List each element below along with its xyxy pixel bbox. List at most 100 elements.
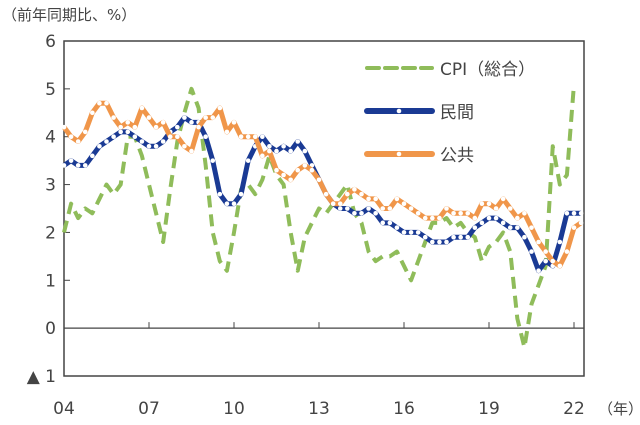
- data-point: [522, 210, 527, 216]
- data-point: [260, 153, 265, 159]
- data-point: [515, 215, 520, 221]
- data-point: [274, 167, 279, 173]
- data-point: [196, 124, 201, 130]
- data-point: [578, 210, 584, 216]
- data-point: [146, 143, 152, 149]
- legend-label: 公共: [440, 146, 474, 166]
- data-point: [75, 163, 81, 168]
- data-point: [288, 148, 293, 154]
- data-point: [104, 100, 109, 106]
- data-point: [394, 225, 400, 230]
- data-point: [203, 115, 208, 120]
- data-point: [479, 220, 485, 226]
- data-point: [500, 220, 506, 226]
- data-point: [210, 115, 216, 120]
- data-point: [189, 148, 194, 154]
- data-point: [536, 239, 541, 245]
- data-point: [146, 115, 152, 120]
- data-point: [437, 239, 442, 245]
- data-point: [182, 115, 187, 120]
- legend-marker: [396, 108, 402, 114]
- data-point: [366, 206, 371, 211]
- data-point: [451, 234, 456, 240]
- data-point: [330, 201, 336, 207]
- data-point: [465, 234, 471, 240]
- data-point: [557, 239, 563, 245]
- data-point: [451, 210, 456, 216]
- data-point: [224, 129, 230, 135]
- data-point: [493, 215, 499, 221]
- data-point: [564, 249, 570, 254]
- x-tick-label: 19: [478, 399, 500, 419]
- data-point: [175, 124, 180, 130]
- data-point: [224, 201, 230, 207]
- data-point: [373, 196, 378, 202]
- data-point: [387, 206, 393, 211]
- data-point: [132, 124, 138, 130]
- data-point: [238, 134, 244, 140]
- data-point: [422, 215, 428, 221]
- data-point: [430, 215, 435, 221]
- legend-marker: [396, 151, 402, 157]
- y-tick-label: 0: [45, 319, 56, 339]
- data-point: [68, 134, 74, 140]
- data-point: [267, 143, 272, 149]
- data-point: [75, 139, 81, 144]
- data-point: [160, 120, 166, 125]
- data-point: [529, 249, 534, 254]
- data-point: [281, 143, 286, 149]
- data-point: [61, 124, 67, 130]
- y-tick-label: 1: [45, 271, 56, 291]
- series-line-0: [62, 83, 576, 350]
- data-point: [309, 167, 315, 173]
- data-point: [61, 163, 67, 168]
- data-point: [267, 148, 272, 154]
- data-point: [118, 129, 123, 135]
- data-point: [139, 139, 145, 144]
- data-point: [571, 225, 577, 230]
- data-point: [472, 225, 478, 230]
- x-tick-label: 04: [53, 399, 75, 419]
- data-point: [564, 210, 570, 216]
- data-point: [543, 249, 548, 254]
- y-tick-label: 2: [45, 223, 56, 243]
- data-point: [82, 129, 88, 135]
- data-point: [139, 105, 145, 111]
- data-point: [401, 201, 407, 207]
- data-point: [352, 210, 357, 216]
- data-point: [203, 134, 208, 140]
- data-point: [437, 215, 442, 221]
- data-point: [90, 110, 95, 116]
- y-tick-label: 5: [45, 80, 56, 100]
- data-point: [175, 134, 180, 140]
- data-point: [260, 134, 265, 140]
- data-point: [345, 191, 350, 197]
- data-point: [132, 134, 138, 140]
- data-point: [217, 191, 223, 197]
- x-tick-label: 10: [223, 399, 245, 419]
- data-point: [302, 163, 308, 168]
- data-point: [401, 230, 407, 235]
- data-point: [387, 220, 393, 226]
- y-tick-label: 3: [45, 176, 56, 196]
- data-point: [522, 234, 527, 240]
- data-point: [557, 263, 563, 269]
- data-point: [373, 210, 378, 216]
- data-point: [167, 134, 173, 140]
- data-point: [337, 206, 343, 211]
- data-point: [160, 139, 166, 144]
- data-point: [245, 158, 251, 163]
- data-point: [578, 220, 584, 226]
- data-point: [571, 210, 577, 216]
- data-point: [380, 220, 386, 226]
- legend-label: 民間: [440, 103, 474, 123]
- data-point: [153, 124, 159, 130]
- y-tick-label: ▲ 1: [27, 367, 56, 387]
- data-point: [422, 234, 428, 240]
- data-point: [238, 191, 244, 197]
- data-point: [68, 158, 74, 163]
- data-point: [337, 201, 343, 207]
- data-point: [295, 167, 301, 173]
